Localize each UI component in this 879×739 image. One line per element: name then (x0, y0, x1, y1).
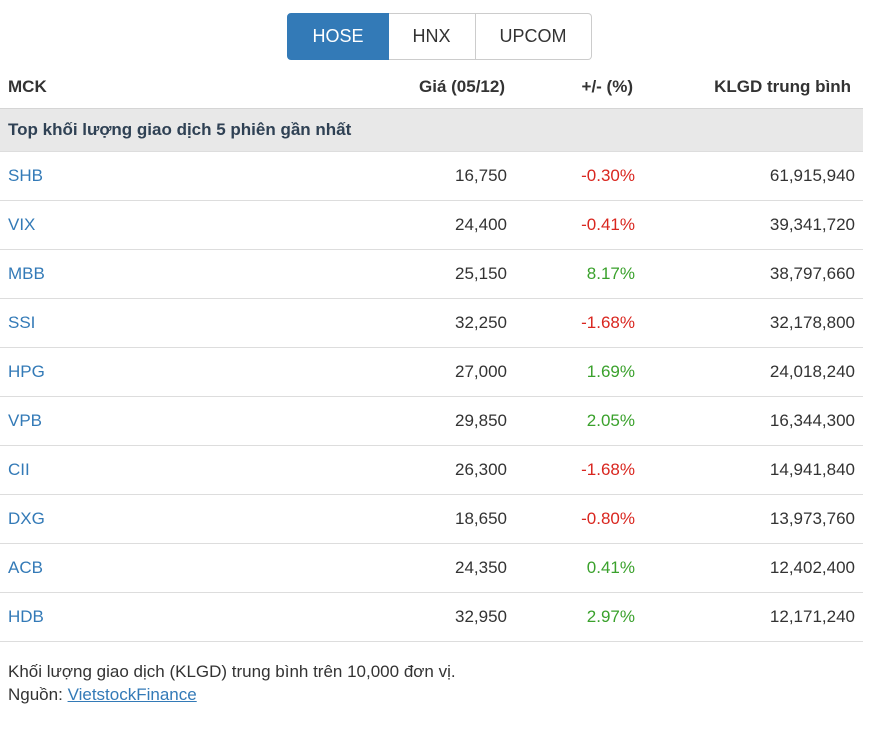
table-row: HPG 27,000 1.69% 24,018,240 (0, 347, 863, 397)
change-cell: 8.17% (515, 249, 643, 299)
volume-cell: 14,941,840 (643, 445, 863, 495)
table-row: MBB 25,150 8.17% 38,797,660 (0, 249, 863, 299)
ticker-cell: ACB (0, 543, 355, 593)
section-title: Top khối lượng giao dịch 5 phiên gần nhấ… (0, 108, 863, 152)
volume-note: Khối lượng giao dịch (KLGD) trung bình t… (8, 662, 456, 681)
change-cell: 2.05% (515, 396, 643, 446)
column-header-change: +/- (%) (581, 77, 633, 96)
change-cell: -0.80% (515, 494, 643, 544)
table-row: VPB 29,850 2.05% 16,344,300 (0, 396, 863, 446)
ticker-cell: SHB (0, 151, 355, 201)
price-cell: 27,000 (355, 347, 515, 397)
section-header-row: Top khối lượng giao dịch 5 phiên gần nhấ… (0, 108, 863, 152)
ticker-link[interactable]: DXG (8, 509, 45, 528)
change-cell: -1.68% (515, 445, 643, 495)
ticker-cell: VPB (0, 396, 355, 446)
exchange-tabs: HOSE HNX UPCOM (0, 13, 879, 60)
column-header-volume: KLGD trung bình (714, 77, 851, 96)
ticker-cell: MBB (0, 249, 355, 299)
ticker-cell: DXG (0, 494, 355, 544)
tab-hnx[interactable]: HNX (388, 13, 476, 60)
table-row: DXG 18,650 -0.80% 13,973,760 (0, 494, 863, 544)
source-label: Nguồn: (8, 685, 63, 704)
ticker-link[interactable]: VPB (8, 411, 43, 430)
price-cell: 24,400 (355, 200, 515, 250)
table-row: SHB 16,750 -0.30% 61,915,940 (0, 151, 863, 201)
change-cell: -1.68% (515, 298, 643, 348)
ticker-link[interactable]: HDB (8, 607, 44, 626)
ticker-link[interactable]: SHB (8, 166, 43, 185)
ticker-cell: HPG (0, 347, 355, 397)
table-row: SSI 32,250 -1.68% 32,178,800 (0, 298, 863, 348)
top-volume-table: MCK Giá (05/12) +/- (%) KLGD trung bình … (0, 66, 863, 642)
price-cell: 18,650 (355, 494, 515, 544)
change-cell: -0.30% (515, 151, 643, 201)
price-cell: 26,300 (355, 445, 515, 495)
volume-cell: 16,344,300 (643, 396, 863, 446)
volume-cell: 12,402,400 (643, 543, 863, 593)
change-cell: -0.41% (515, 200, 643, 250)
price-cell: 16,750 (355, 151, 515, 201)
volume-cell: 38,797,660 (643, 249, 863, 299)
ticker-link[interactable]: VIX (8, 215, 36, 234)
ticker-link[interactable]: MBB (8, 264, 45, 283)
volume-cell: 24,018,240 (643, 347, 863, 397)
ticker-link[interactable]: HPG (8, 362, 45, 381)
volume-cell: 12,171,240 (643, 592, 863, 642)
source-line: Nguồn: VietstockFinance (8, 683, 871, 706)
table-header-row: MCK Giá (05/12) +/- (%) KLGD trung bình (0, 66, 863, 109)
ticker-link[interactable]: SSI (8, 313, 36, 332)
volume-cell: 39,341,720 (643, 200, 863, 250)
change-cell: 0.41% (515, 543, 643, 593)
volume-cell: 32,178,800 (643, 298, 863, 348)
table-row: CII 26,300 -1.68% 14,941,840 (0, 445, 863, 495)
change-cell: 1.69% (515, 347, 643, 397)
price-cell: 29,850 (355, 396, 515, 446)
column-header-price: Giá (05/12) (419, 77, 505, 96)
tab-group: HOSE HNX UPCOM (287, 13, 592, 60)
ticker-cell: CII (0, 445, 355, 495)
price-cell: 32,250 (355, 298, 515, 348)
tab-upcom[interactable]: UPCOM (475, 13, 592, 60)
ticker-link[interactable]: CII (8, 460, 30, 479)
table-row: HDB 32,950 2.97% 12,171,240 (0, 592, 863, 642)
volume-cell: 61,915,940 (643, 151, 863, 201)
change-cell: 2.97% (515, 592, 643, 642)
price-cell: 24,350 (355, 543, 515, 593)
column-header-mck: MCK (8, 77, 47, 96)
ticker-cell: VIX (0, 200, 355, 250)
table-row: VIX 24,400 -0.41% 39,341,720 (0, 200, 863, 250)
price-cell: 32,950 (355, 592, 515, 642)
table-body: SHB 16,750 -0.30% 61,915,940 VIX 24,400 … (0, 151, 863, 642)
price-cell: 25,150 (355, 249, 515, 299)
volume-cell: 13,973,760 (643, 494, 863, 544)
source-link[interactable]: VietstockFinance (67, 685, 197, 704)
ticker-link[interactable]: ACB (8, 558, 43, 577)
ticker-cell: SSI (0, 298, 355, 348)
footer-notes: Khối lượng giao dịch (KLGD) trung bình t… (8, 660, 871, 706)
ticker-cell: HDB (0, 592, 355, 642)
table-row: ACB 24,350 0.41% 12,402,400 (0, 543, 863, 593)
tab-hose[interactable]: HOSE (287, 13, 389, 60)
